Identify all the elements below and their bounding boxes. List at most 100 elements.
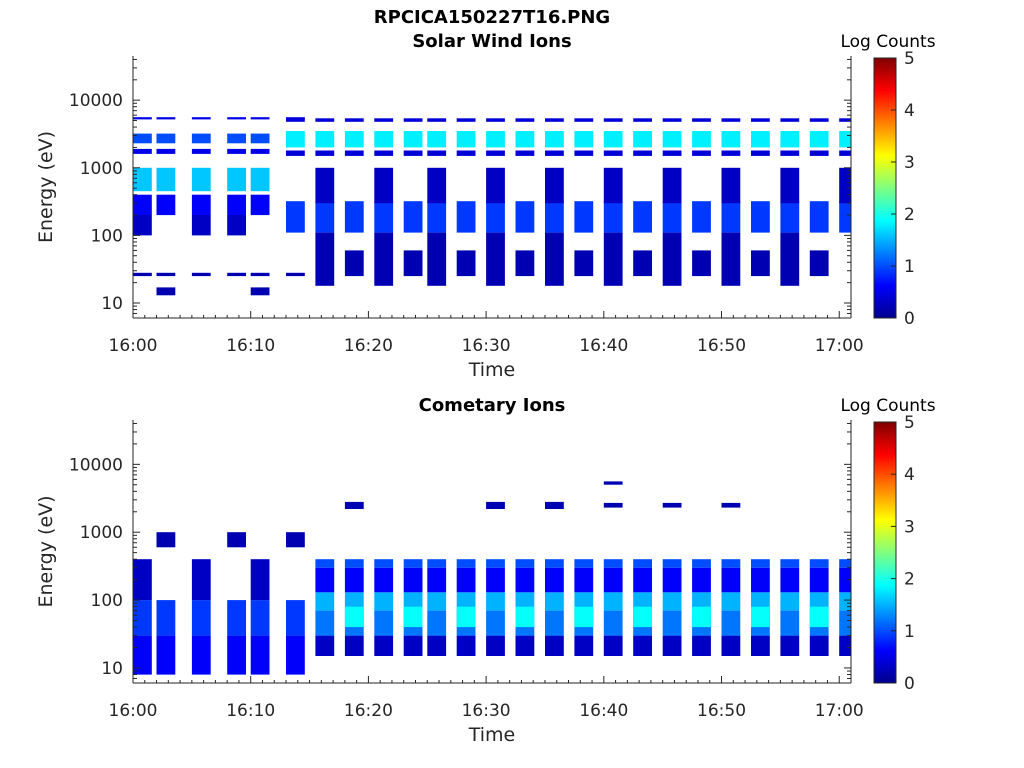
heatmap-cell <box>545 131 564 148</box>
heatmap-cell <box>633 567 652 593</box>
heatmap-cell <box>515 606 535 628</box>
colorbar-tick-label: 5 <box>904 413 915 433</box>
heatmap-cell <box>486 501 505 509</box>
colorbar-tick-label: 2 <box>904 205 915 225</box>
heatmap-cell <box>574 606 594 628</box>
heatmap-cell <box>545 232 564 286</box>
heatmap-cell <box>545 150 564 156</box>
heatmap-cell <box>603 167 623 204</box>
heatmap-cell <box>403 250 423 277</box>
heatmap-cell <box>133 215 152 236</box>
heatmap-cell <box>721 635 741 656</box>
heatmap-cell <box>227 272 246 277</box>
heatmap-cell <box>633 250 652 277</box>
heatmap-cell <box>486 559 505 568</box>
heatmap-cell <box>839 592 851 611</box>
x-tick-label: 16:40 <box>579 701 628 721</box>
heatmap-cell <box>809 131 829 148</box>
heatmap-cell <box>603 610 623 636</box>
x-tick-label: 16:30 <box>462 336 511 356</box>
heatmap-cell <box>780 567 800 593</box>
x-tick-label: 16:10 <box>226 701 275 721</box>
heatmap-cell <box>633 150 652 156</box>
figure-title: RPCICA150227T16.PNG <box>373 7 611 28</box>
heatmap-cell <box>374 118 394 122</box>
heatmap-cell <box>315 118 335 122</box>
heatmap-cell <box>250 117 270 120</box>
heatmap-cell <box>133 600 152 636</box>
heatmap-cell <box>227 532 246 548</box>
heatmap-cell <box>250 287 270 296</box>
heatmap-cell <box>250 272 270 277</box>
heatmap-cell <box>603 502 623 508</box>
heatmap-cell <box>315 559 335 568</box>
heatmap-cell <box>603 567 623 593</box>
y-tick-label: 10 <box>101 659 123 679</box>
heatmap-cell <box>191 600 211 636</box>
x-tick-label: 16:20 <box>344 336 393 356</box>
heatmap-cell <box>721 150 741 156</box>
y-tick-label: 1000 <box>80 159 123 179</box>
heatmap-cell <box>456 201 476 233</box>
heatmap-cell <box>780 150 800 156</box>
heatmap-cell <box>156 635 176 675</box>
heatmap-cell <box>374 610 394 636</box>
heatmap-cell <box>662 635 682 656</box>
y-tick-label: 10000 <box>69 91 123 111</box>
heatmap-cell <box>692 559 711 568</box>
heatmap-cell <box>545 592 564 611</box>
heatmap-cell <box>603 232 623 286</box>
heatmap-cell <box>574 592 594 611</box>
y-axis-label: Energy (eV) <box>35 495 57 607</box>
heatmap-cell <box>427 635 447 656</box>
heatmap-cell <box>692 118 711 122</box>
heatmap-cell <box>545 635 564 656</box>
heatmap-cell <box>515 635 535 656</box>
heatmap-cell <box>721 131 741 148</box>
heatmap-cell <box>227 600 246 636</box>
heatmap-cell <box>315 201 335 233</box>
heatmap-cell <box>374 592 394 611</box>
heatmap-cell <box>751 559 770 568</box>
heatmap-cell <box>344 131 364 148</box>
heatmap-cell <box>839 610 851 636</box>
heatmap-cell <box>633 201 652 233</box>
x-tick-label: 16:30 <box>462 701 511 721</box>
heatmap-cell <box>633 131 652 148</box>
x-tick-label: 16:40 <box>579 336 628 356</box>
y-tick-label: 10000 <box>69 455 123 475</box>
heatmap-cell <box>191 167 211 192</box>
x-tick-label: 16:10 <box>226 336 275 356</box>
heatmap-cell <box>692 150 711 156</box>
heatmap-cell <box>403 567 423 593</box>
heatmap-cell <box>456 150 476 156</box>
heatmap-cell <box>315 150 335 156</box>
heatmap-cell <box>751 118 770 122</box>
heatmap-cell <box>662 610 682 636</box>
heatmap-cell <box>286 117 305 120</box>
heatmap-cell <box>374 567 394 593</box>
heatmap-cell <box>227 117 246 120</box>
heatmap-cell <box>692 201 711 233</box>
colorbar-tick-label: 0 <box>904 309 915 329</box>
heatmap-cell <box>374 635 394 656</box>
y-tick-label: 1000 <box>80 523 123 543</box>
heatmap-cell <box>751 150 770 156</box>
heatmap-cell <box>456 118 476 122</box>
heatmap-cell <box>809 567 829 593</box>
heatmap-cell <box>662 232 682 286</box>
heatmap-cell <box>344 201 364 233</box>
heatmap-cell <box>403 118 423 122</box>
heatmap-cell <box>156 194 176 216</box>
heatmap-cell <box>486 118 505 122</box>
heatmap-cell <box>692 567 711 593</box>
heatmap-cell <box>156 133 176 144</box>
heatmap-cell <box>574 250 594 277</box>
heatmap-cell <box>515 592 535 611</box>
heatmap-cell <box>839 201 851 233</box>
heatmap-cell <box>633 606 652 628</box>
heatmap-cell <box>662 201 682 233</box>
heatmap-cell <box>250 635 270 675</box>
x-tick-label: 16:00 <box>109 701 158 721</box>
